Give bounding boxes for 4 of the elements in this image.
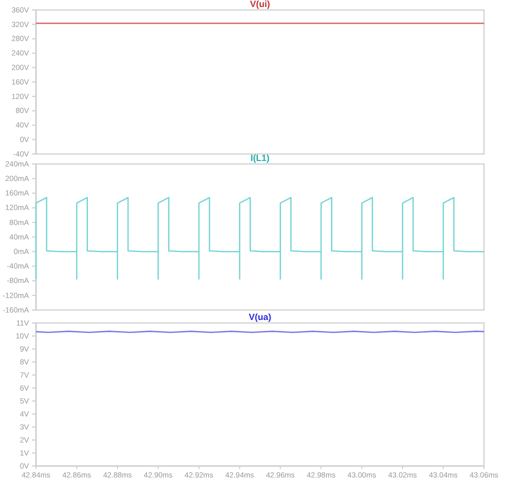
series-label: V(ui) <box>250 0 270 9</box>
series-label: V(ua) <box>248 312 272 322</box>
line-series <box>35 196 485 280</box>
text: I(L1) <box>250 153 270 163</box>
